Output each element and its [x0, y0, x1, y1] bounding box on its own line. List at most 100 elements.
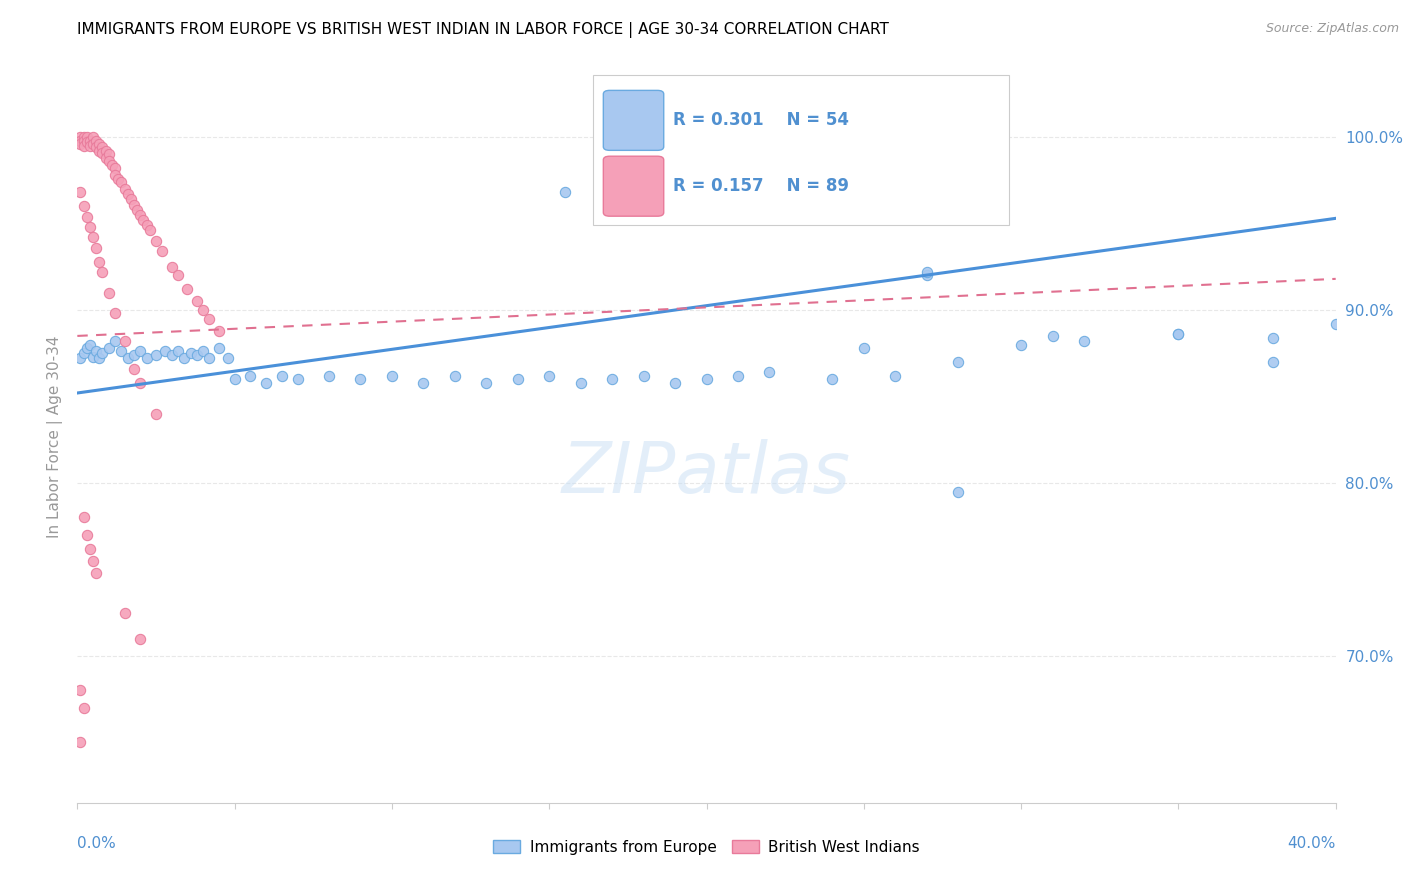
Point — [91, 346, 114, 360]
Point — [155, 344, 177, 359]
Point — [538, 368, 561, 383]
Point — [94, 144, 117, 158]
Point — [104, 334, 127, 348]
Point — [101, 158, 124, 172]
Point — [76, 341, 98, 355]
Point — [475, 376, 498, 390]
Text: 40.0%: 40.0% — [1288, 836, 1336, 851]
Point — [97, 147, 120, 161]
Point — [110, 175, 132, 189]
Point — [135, 351, 157, 366]
Point — [1167, 327, 1189, 342]
Point — [145, 348, 167, 362]
Point — [208, 324, 231, 338]
Point — [76, 135, 98, 149]
Point — [1167, 327, 1189, 342]
Point — [117, 351, 139, 366]
Point — [72, 346, 94, 360]
Point — [167, 344, 190, 359]
Point — [948, 484, 970, 499]
Point — [915, 268, 938, 283]
Point — [72, 138, 94, 153]
Point — [1010, 337, 1032, 351]
Point — [1261, 355, 1284, 369]
Point — [349, 372, 371, 386]
Point — [89, 254, 111, 268]
Point — [82, 350, 104, 364]
Point — [114, 606, 136, 620]
Point — [633, 368, 655, 383]
Point — [79, 219, 101, 234]
Point — [117, 187, 139, 202]
Point — [69, 130, 91, 145]
Point — [122, 361, 145, 376]
Text: 0.0%: 0.0% — [77, 836, 117, 851]
Point — [97, 154, 120, 169]
Point — [664, 376, 686, 390]
Text: R = 0.301    N = 54: R = 0.301 N = 54 — [672, 112, 849, 129]
Point — [79, 134, 101, 148]
Point — [84, 134, 107, 148]
Point — [69, 351, 91, 366]
Point — [224, 372, 246, 386]
Point — [91, 265, 114, 279]
Point — [97, 285, 120, 300]
Point — [129, 376, 152, 390]
FancyBboxPatch shape — [603, 156, 664, 216]
Point — [69, 735, 91, 749]
Point — [852, 341, 875, 355]
Point — [176, 282, 198, 296]
Point — [150, 244, 173, 259]
Point — [122, 197, 145, 211]
Point — [79, 337, 101, 351]
Point — [120, 192, 142, 206]
Point — [94, 151, 117, 165]
Point — [198, 311, 221, 326]
Point — [72, 700, 94, 714]
Point — [104, 161, 127, 176]
Point — [82, 130, 104, 145]
Text: IMMIGRANTS FROM EUROPE VS BRITISH WEST INDIAN IN LABOR FORCE | AGE 30-34 CORRELA: IMMIGRANTS FROM EUROPE VS BRITISH WEST I… — [77, 22, 889, 38]
Point — [1324, 317, 1347, 331]
Point — [76, 210, 98, 224]
Point — [208, 341, 231, 355]
Point — [318, 368, 340, 383]
Point — [72, 130, 94, 145]
Point — [89, 351, 111, 366]
Point — [129, 344, 152, 359]
Point — [600, 372, 623, 386]
Point — [217, 351, 239, 366]
Point — [69, 136, 91, 151]
Point — [1073, 334, 1095, 348]
Point — [180, 346, 202, 360]
Point — [160, 348, 183, 362]
Point — [696, 372, 718, 386]
Point — [135, 219, 157, 233]
Point — [132, 213, 155, 227]
Point — [239, 368, 262, 383]
Point — [114, 334, 136, 348]
Point — [89, 136, 111, 151]
Point — [82, 554, 104, 568]
Point — [129, 208, 152, 222]
Point — [84, 566, 107, 580]
FancyBboxPatch shape — [593, 75, 1008, 225]
Point — [84, 344, 107, 359]
Point — [69, 186, 91, 200]
Point — [127, 202, 149, 217]
Point — [948, 355, 970, 369]
Point — [821, 372, 844, 386]
Point — [186, 348, 208, 362]
Point — [915, 265, 938, 279]
Point — [91, 145, 114, 160]
Point — [287, 372, 309, 386]
Point — [506, 372, 529, 386]
Point — [69, 134, 91, 148]
Point — [198, 351, 221, 366]
Point — [569, 376, 592, 390]
Point — [254, 376, 277, 390]
Point — [191, 303, 215, 318]
Point — [145, 234, 167, 248]
Point — [160, 260, 183, 274]
Point — [138, 223, 160, 237]
